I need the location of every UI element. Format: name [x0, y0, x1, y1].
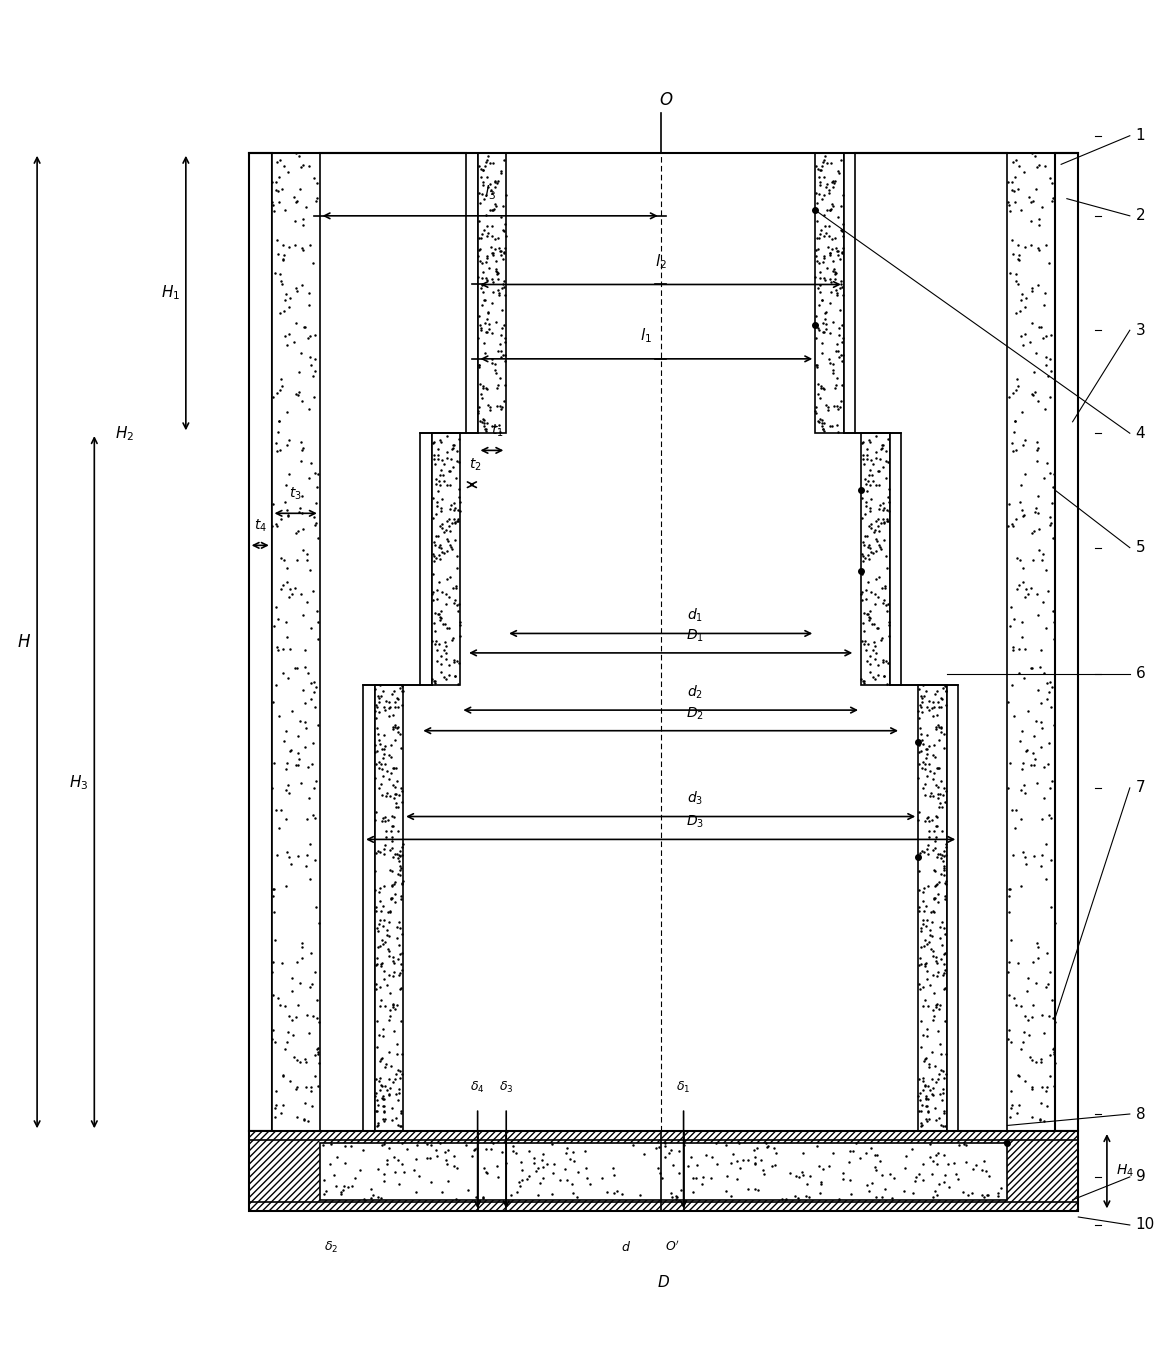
Text: 1: 1	[1136, 128, 1145, 143]
Bar	[861, 434, 890, 684]
Bar	[478, 154, 506, 434]
Bar	[843, 154, 855, 434]
Text: $l_2$: $l_2$	[654, 252, 667, 271]
Text: $l_1$: $l_1$	[640, 326, 652, 345]
Bar	[363, 684, 375, 1131]
Text: 5: 5	[1136, 540, 1145, 555]
Bar	[248, 1131, 1079, 1211]
Bar	[248, 154, 271, 1131]
Text: $H$: $H$	[17, 633, 31, 651]
Text: 10: 10	[1136, 1218, 1154, 1233]
Text: 6: 6	[1136, 665, 1145, 682]
Text: $D_2$: $D_2$	[686, 706, 704, 722]
Text: $t_3$: $t_3$	[289, 485, 302, 502]
Text: $D_3$: $D_3$	[686, 814, 704, 830]
Bar	[890, 434, 901, 684]
Text: $D_1$: $D_1$	[686, 628, 704, 644]
Text: 3: 3	[1136, 323, 1145, 338]
Text: $D$: $D$	[657, 1274, 670, 1290]
Text: 7: 7	[1136, 780, 1145, 796]
Text: $O'$: $O'$	[665, 1239, 680, 1254]
Text: $\delta_1$: $\delta_1$	[676, 1079, 690, 1095]
Bar	[432, 434, 461, 684]
Bar	[1056, 154, 1079, 1131]
Bar	[320, 1142, 1007, 1200]
Bar	[271, 154, 320, 1131]
Text: $\delta_3$: $\delta_3$	[499, 1079, 514, 1095]
Text: $H_4$: $H_4$	[1116, 1162, 1134, 1180]
Text: $H_2$: $H_2$	[115, 424, 135, 443]
Text: $O$: $O$	[659, 92, 674, 109]
Text: $H_3$: $H_3$	[70, 773, 88, 792]
Text: $l_3$: $l_3$	[484, 183, 496, 202]
Bar	[466, 154, 478, 434]
Text: $\delta_4$: $\delta_4$	[470, 1079, 485, 1095]
Text: $d$: $d$	[622, 1239, 631, 1254]
Text: $d_1$: $d_1$	[687, 607, 703, 624]
Bar	[420, 434, 432, 684]
Text: 2: 2	[1136, 209, 1145, 224]
Text: $\delta_2$: $\delta_2$	[324, 1239, 339, 1255]
Bar	[918, 684, 947, 1131]
Bar	[815, 154, 843, 434]
Text: $d_3$: $d_3$	[687, 789, 703, 807]
Text: $t_2$: $t_2$	[469, 457, 481, 473]
Text: $t_4$: $t_4$	[254, 517, 267, 533]
Text: $d_2$: $d_2$	[687, 683, 703, 700]
Text: 9: 9	[1136, 1169, 1145, 1184]
Bar	[947, 684, 958, 1131]
Bar	[1007, 154, 1056, 1131]
Text: 8: 8	[1136, 1106, 1145, 1122]
Text: $t_1$: $t_1$	[492, 423, 503, 439]
Text: 4: 4	[1136, 426, 1145, 440]
Text: $H_1$: $H_1$	[161, 284, 180, 303]
Bar	[375, 684, 404, 1131]
